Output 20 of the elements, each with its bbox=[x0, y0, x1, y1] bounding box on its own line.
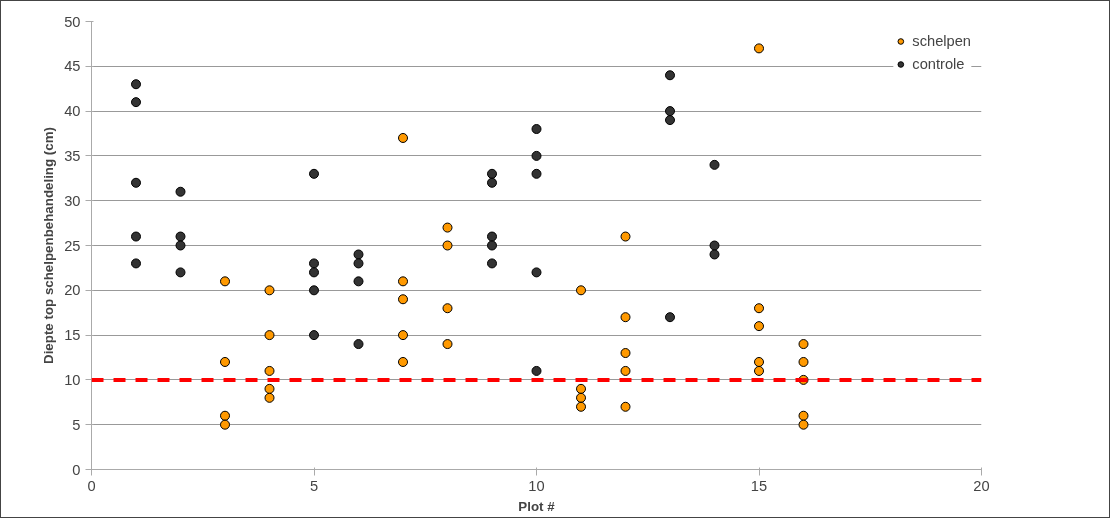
y-tick-label: 40 bbox=[64, 103, 81, 120]
legend-label: schelpen bbox=[912, 33, 971, 49]
y-tick-label: 5 bbox=[72, 416, 81, 433]
y-tick-label: 30 bbox=[64, 192, 81, 209]
y-tick-label: 25 bbox=[64, 237, 81, 254]
x-axis-title: Plot # bbox=[518, 498, 556, 514]
y-tick-label: 0 bbox=[72, 461, 81, 478]
x-tick-label: 15 bbox=[750, 477, 768, 494]
x-tick-label: 5 bbox=[309, 477, 319, 494]
y-tick-label: 15 bbox=[64, 327, 81, 344]
y-tick-label: 50 bbox=[64, 13, 81, 30]
legend-label: controle bbox=[912, 56, 965, 72]
y-tick-label: 20 bbox=[64, 282, 81, 299]
x-tick-label: 20 bbox=[973, 477, 990, 494]
y-tick-label: 45 bbox=[64, 58, 81, 75]
y-tick-label: 35 bbox=[64, 147, 81, 164]
y-axis-title: Diepte top schelpenbehandeling (cm) bbox=[41, 127, 57, 364]
y-tick-label: 10 bbox=[64, 371, 81, 388]
x-tick-label: 0 bbox=[87, 477, 96, 494]
x-tick-label: 10 bbox=[528, 477, 545, 494]
